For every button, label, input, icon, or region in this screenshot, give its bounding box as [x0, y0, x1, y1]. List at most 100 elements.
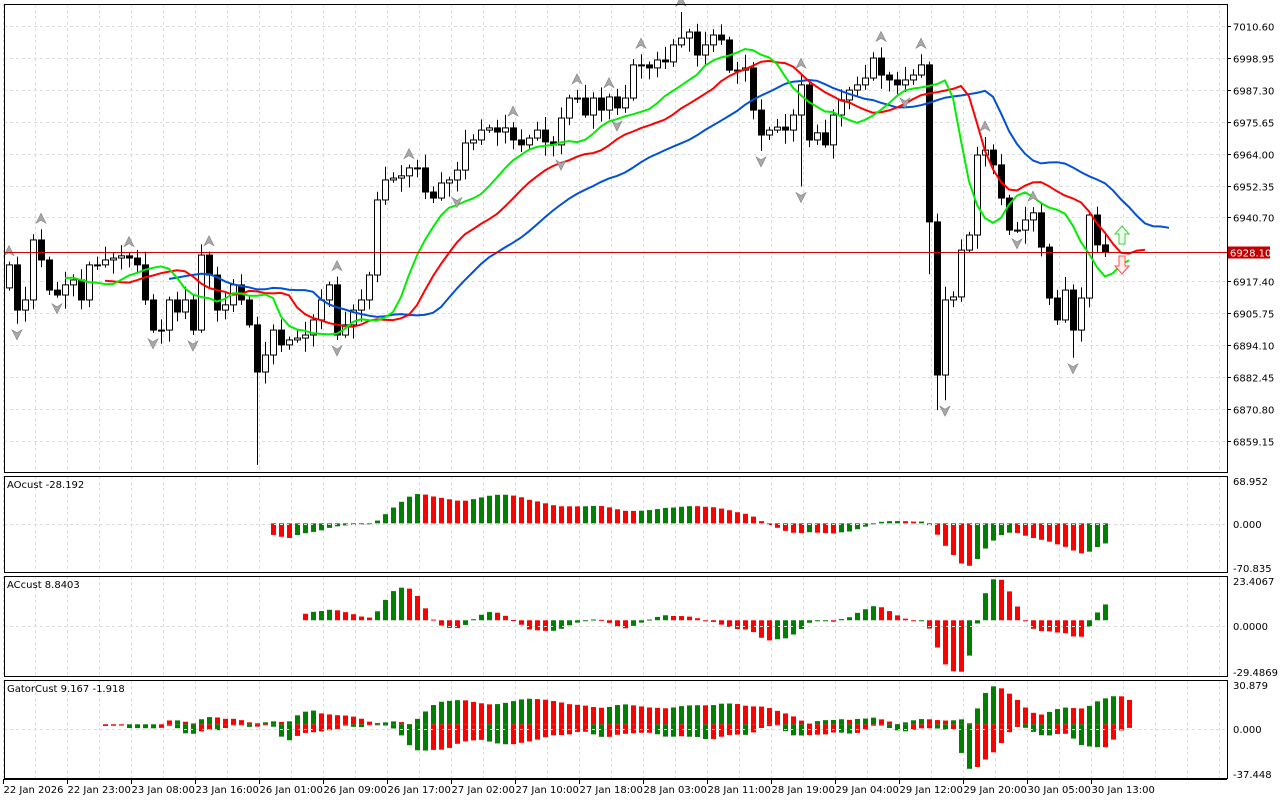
ao-histogram-bar: [935, 523, 940, 535]
gator-upper-bar: [823, 720, 828, 725]
price-axis-label: 6998.95: [1233, 55, 1274, 66]
ao-histogram-bar: [1095, 523, 1100, 548]
price-axis-label: 7010.60: [1233, 23, 1274, 34]
time-axis-label: 26 Jan 01:00: [260, 785, 323, 796]
gator-lower-bar: [1103, 724, 1108, 748]
ao-histogram-bar: [471, 499, 476, 524]
candle-body-bear: [1046, 246, 1053, 299]
time-axis-label: 30 Jan 05:00: [1028, 785, 1091, 796]
candle-body-bull: [910, 74, 917, 81]
ac-histogram-bar: [319, 611, 324, 621]
gator-lower-bar: [903, 724, 908, 732]
fractal-down-icon: [795, 191, 807, 204]
time-axis-label: 28 Jan 03:00: [644, 785, 707, 796]
ao-histogram-bar: [983, 523, 988, 549]
ac-histogram-bar: [431, 619, 436, 621]
ac-histogram-bar: [367, 617, 372, 621]
ao-histogram-bar: [791, 523, 796, 533]
fractal-up-icon: [331, 259, 343, 272]
gator-legend: GatorCust 9.167 -1.918: [7, 684, 125, 695]
ao-histogram-bar: [1023, 523, 1028, 536]
ac-histogram-bar: [903, 618, 908, 621]
ac-histogram-bar: [511, 620, 516, 622]
ac-histogram-bar: [767, 620, 772, 641]
candle-body-bull: [198, 254, 205, 331]
candle-body-bull: [486, 127, 493, 131]
gator-upper-bar: [1119, 696, 1124, 725]
candle: [38, 229, 45, 268]
candle: [822, 119, 829, 148]
gator-lower-bar: [951, 724, 956, 730]
candle: [422, 154, 429, 200]
candle: [542, 116, 549, 156]
candle: [886, 71, 893, 92]
ao-scale-max: 68.952: [1233, 477, 1268, 488]
ac-histogram-bar: [847, 617, 852, 621]
gator-upper-bar: [871, 717, 876, 725]
gator-lower-bar: [703, 724, 708, 739]
ao-histogram-bar: [1103, 523, 1108, 544]
ao-histogram-bar: [1047, 523, 1052, 542]
ao-histogram-bar: [479, 497, 484, 524]
ao-histogram-bar: [519, 497, 524, 524]
ao-histogram-bar: [631, 510, 636, 524]
gator-upper-bar: [519, 699, 524, 725]
candle: [254, 316, 261, 465]
ao-histogram-bar: [735, 512, 740, 524]
gator-upper-bar: [1039, 714, 1044, 725]
gator-upper-bar: [679, 706, 684, 725]
gator-upper-bar: [551, 701, 556, 725]
ac-histogram-bar: [895, 615, 900, 621]
gator-upper-bar: [951, 720, 956, 725]
candle-body-bear: [542, 129, 549, 143]
candle-body-bear: [190, 299, 197, 331]
ac-histogram-bar: [855, 612, 860, 621]
candle: [782, 113, 789, 144]
gator-lower-bar: [487, 724, 492, 742]
candle: [838, 89, 845, 127]
candle-body-bull: [438, 182, 445, 199]
gator-upper-bar: [1015, 699, 1020, 725]
gator-lower-bar: [695, 724, 700, 737]
ao-histogram-bar: [543, 503, 548, 524]
ao-histogram-bar: [799, 523, 804, 534]
ao-histogram-bar: [759, 521, 764, 524]
ac-histogram-bar: [695, 618, 700, 621]
ao-histogram-bar: [271, 523, 276, 535]
gator-upper-bar: [255, 723, 260, 725]
gator-lower-bar: [127, 724, 132, 729]
candle: [686, 28, 693, 52]
candle-body-bear: [990, 149, 997, 166]
candle: [78, 269, 85, 310]
ac-histogram-bar: [383, 599, 388, 621]
gator-upper-bar: [479, 703, 484, 725]
gator-lower-bar: [343, 724, 348, 726]
gator-upper-bar: [311, 710, 316, 725]
gator-scale-min: -37.448: [1233, 770, 1272, 781]
ac-histogram-bar: [975, 620, 980, 624]
candle: [462, 129, 469, 180]
fractal-down-icon: [611, 120, 623, 132]
time-axis-label: 29 Jan 04:00: [836, 785, 899, 796]
gator-lower-bar: [543, 724, 548, 738]
gator-upper-bar: [223, 718, 228, 725]
candle: [406, 164, 413, 188]
candle: [958, 239, 965, 302]
candle: [198, 244, 205, 333]
gator-lower-bar: [687, 724, 692, 737]
ao-histogram-bar: [495, 494, 500, 524]
ao-legend: AOcust -28.192: [7, 480, 84, 491]
gator-lower-bar: [239, 724, 244, 726]
gator-lower-bar: [759, 724, 764, 729]
candle: [934, 213, 941, 411]
ac-histogram-bar: [775, 620, 780, 640]
candle: [342, 311, 349, 338]
gator-lower-bar: [535, 724, 540, 740]
gator-upper-bar: [719, 703, 724, 725]
gator-upper-bar: [367, 721, 372, 725]
gator-lower-bar: [223, 724, 228, 729]
candle: [1078, 287, 1085, 342]
gator-upper-bar: [1095, 701, 1100, 725]
gator-upper-bar: [239, 720, 244, 725]
